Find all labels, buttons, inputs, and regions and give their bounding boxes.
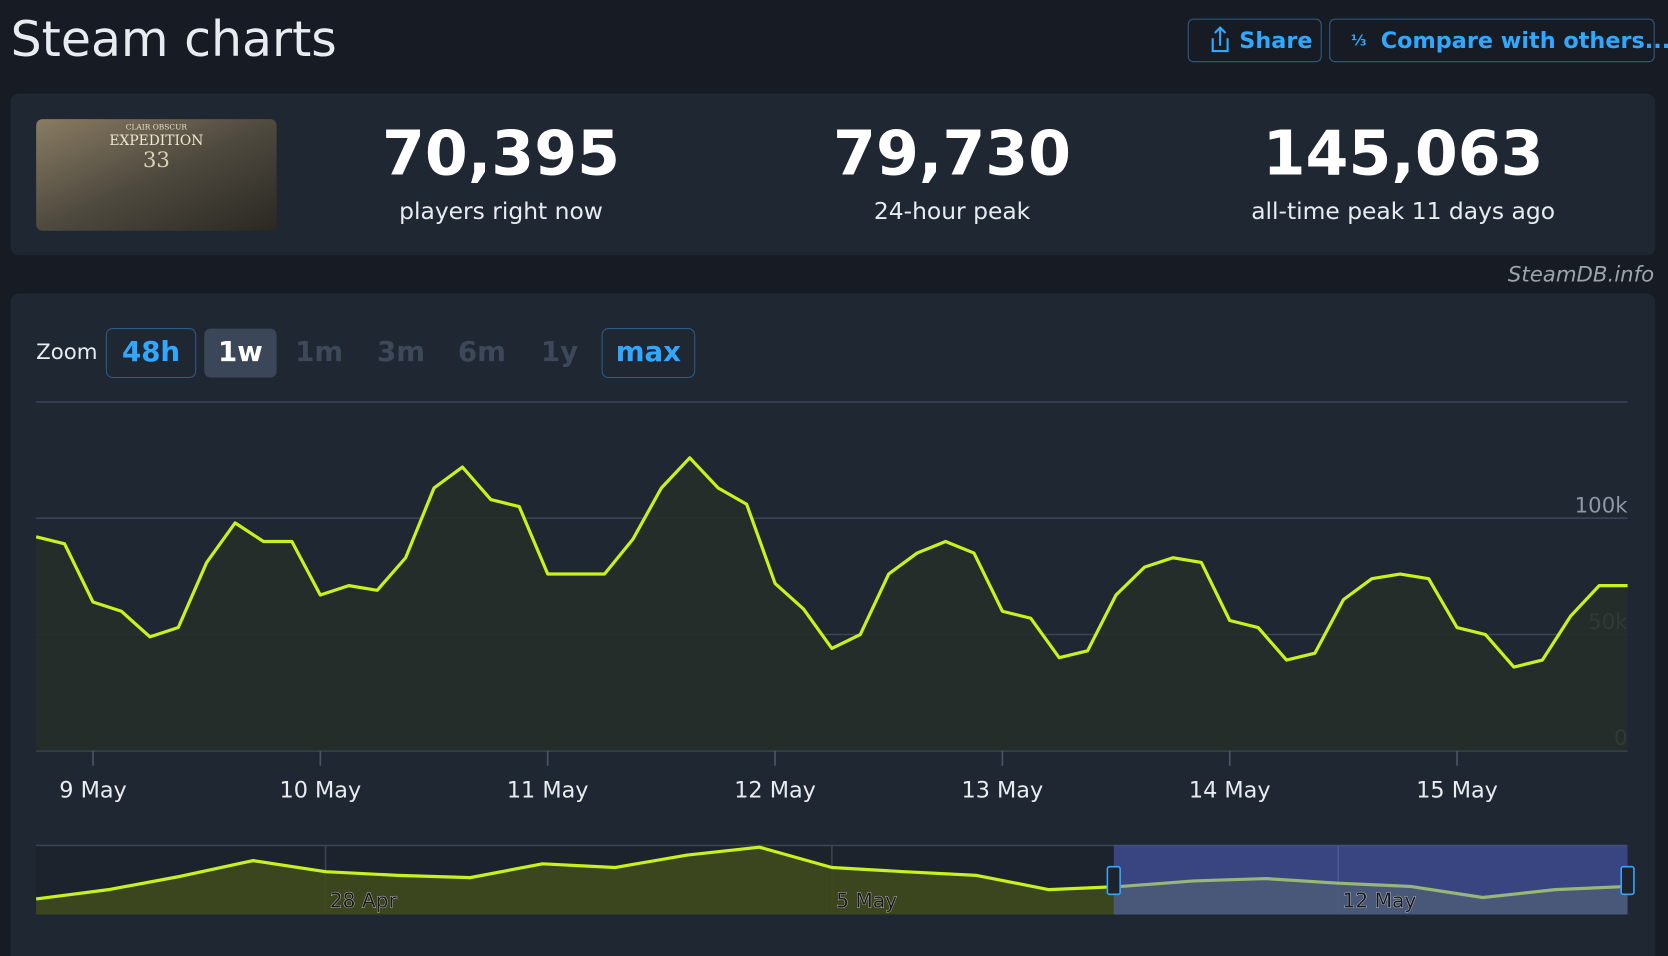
chart-panel [10, 293, 1656, 956]
zoom-option[interactable]: max [616, 335, 681, 368]
x-tick-label: 12 May [734, 778, 816, 804]
share-icon [1211, 26, 1229, 53]
stat-label: all-time peak 11 days ago [1251, 197, 1555, 225]
navigator-handle[interactable] [1106, 865, 1121, 896]
x-tick-label: 28 Apr [330, 888, 398, 912]
art-number: 33 [143, 148, 170, 173]
zoom-button[interactable] [601, 328, 696, 379]
line [35, 845, 1628, 901]
stat-value: 145,063 [1263, 117, 1544, 189]
art-subtitle: CLAIR OBSCUR [126, 123, 188, 132]
share-label[interactable]: Share [1239, 28, 1312, 54]
x-tick-label: 15 May [1416, 778, 1498, 804]
navigator-selection[interactable] [1113, 845, 1628, 915]
zoom-option: 3m [377, 335, 425, 368]
x-tick-label: 14 May [1189, 778, 1271, 804]
stat-label: 24-hour peak [874, 197, 1031, 225]
x-tick-label: 11 May [507, 778, 589, 804]
art-title: EXPEDITION [109, 133, 203, 149]
credit: SteamDB.info [1508, 262, 1654, 287]
navigator-handle[interactable] [1620, 865, 1635, 896]
line [35, 456, 1628, 669]
zoom-option: 6m [458, 335, 506, 368]
zoom-button[interactable] [105, 328, 197, 379]
area [36, 847, 1628, 915]
compare-button[interactable] [1329, 18, 1655, 63]
x-tick-label: 5 May [836, 888, 897, 912]
x-tick-label: 9 May [59, 778, 126, 804]
zoom-option: 1m [295, 335, 343, 368]
compare-label[interactable]: Compare with others... [1381, 28, 1668, 54]
zoom-option[interactable]: 1w [218, 335, 263, 368]
zoom-option: 1y [541, 335, 578, 368]
zoom-button[interactable] [204, 328, 277, 378]
y-tick-label: 100k [1575, 494, 1629, 519]
zoom-option[interactable]: 48h [122, 335, 180, 368]
stat-label: players right now [399, 197, 603, 225]
stat-value: 70,395 [382, 117, 620, 189]
stat-value: 79,730 [833, 117, 1071, 189]
game-art [36, 119, 277, 231]
x-tick-label: 13 May [962, 778, 1044, 804]
area [36, 457, 1628, 751]
compare-icon: ⅓ [1351, 31, 1366, 49]
page-title: Steam charts [11, 11, 337, 68]
x-tick-label: 12 May [1342, 888, 1416, 912]
stats-panel [10, 93, 1656, 256]
zoom-label: Zoom [36, 340, 97, 365]
x-tick-label: 10 May [280, 778, 362, 804]
